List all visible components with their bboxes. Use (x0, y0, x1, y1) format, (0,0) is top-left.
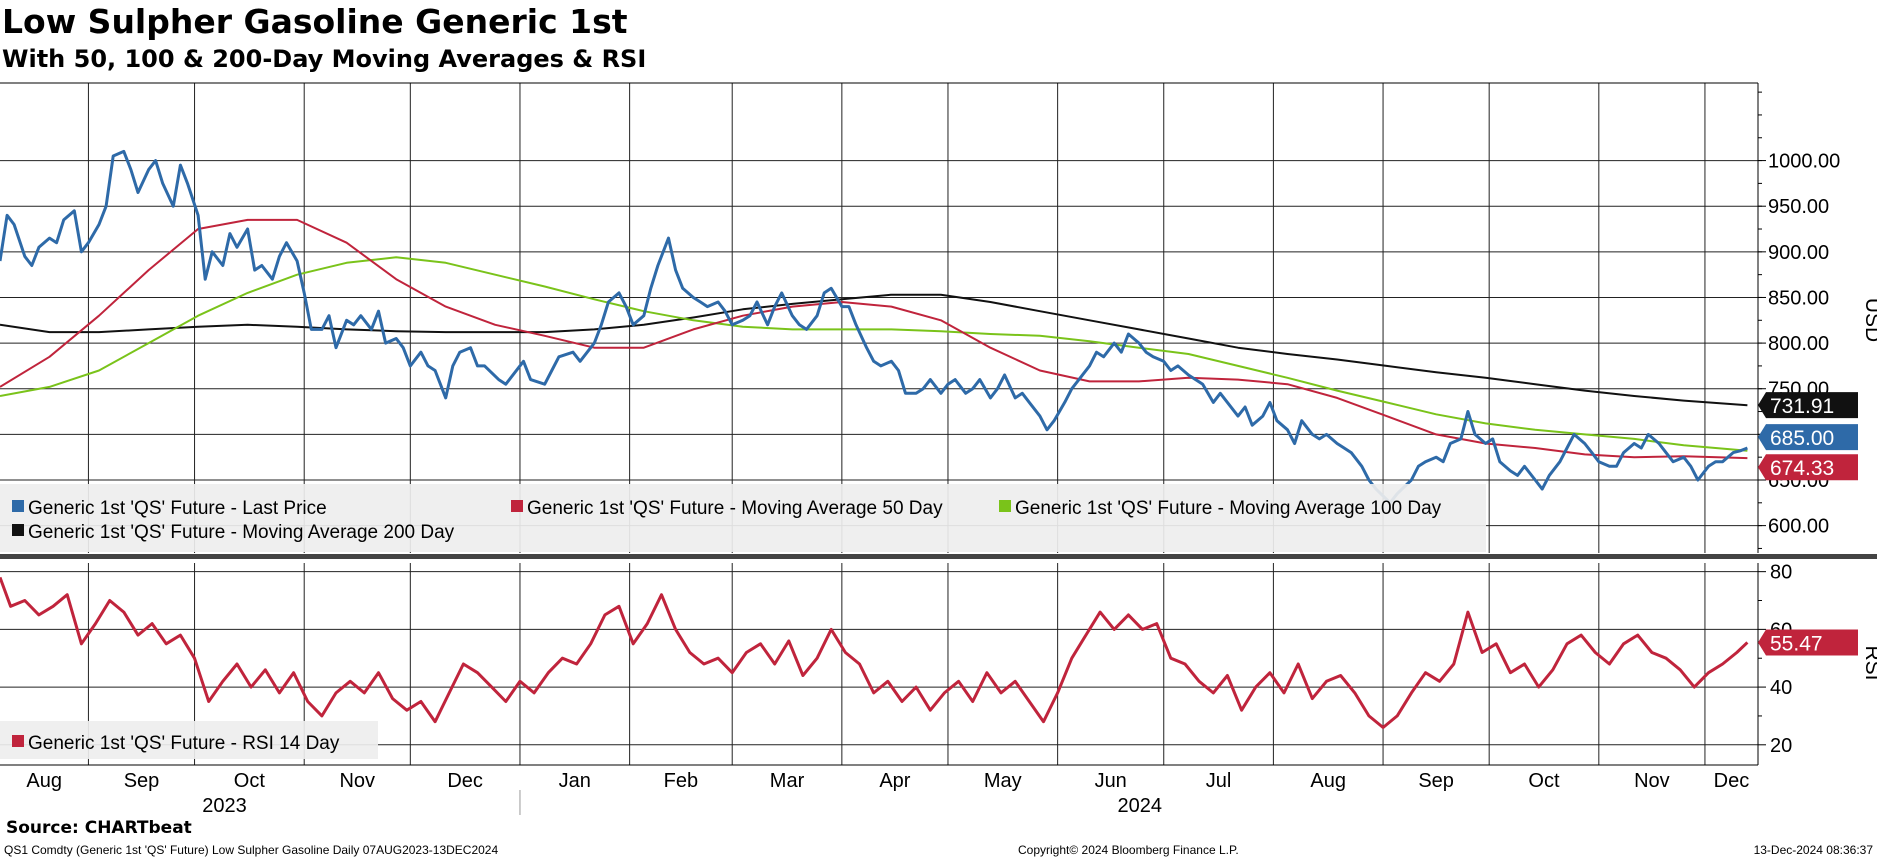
ma200-last-value-text: 731.91 (1770, 395, 1834, 418)
chart-title: Low Sulpher Gasoline Generic 1st (2, 2, 628, 41)
rsi-line (0, 576, 1749, 729)
ma200-line (0, 293, 1748, 407)
x-month-label: Feb (664, 770, 698, 792)
x-month-label: Dec (1714, 770, 1750, 792)
legend-ma100-swatch (999, 500, 1011, 512)
legend-ma50-label: Generic 1st 'QS' Future - Moving Average… (527, 498, 943, 519)
legend-ma50-swatch (511, 500, 523, 512)
rsi-last-value-text: 55.47 (1770, 632, 1823, 655)
x-month-label: Nov (1634, 770, 1670, 792)
footer-description: QS1 Comdty (Generic 1st 'QS' Future) Low… (4, 843, 499, 857)
legend-ma200-label: Generic 1st 'QS' Future - Moving Average… (28, 522, 455, 543)
x-month-label: Sep (1418, 770, 1454, 792)
source-label: Source: CHARTbeat (6, 818, 192, 838)
rsi-tick-label: 40 (1770, 677, 1792, 699)
price-tick-label: 950.00 (1768, 196, 1829, 218)
ma200-last-value-bg (1758, 392, 1858, 419)
ma50-last-value-text: 674.33 (1770, 457, 1834, 480)
price-tick-label: 850.00 (1768, 287, 1829, 309)
price-line (0, 149, 1748, 505)
rsi-legend-bg (0, 721, 378, 759)
ma50-line (0, 218, 1748, 460)
x-month-label: Aug (1310, 770, 1346, 792)
price-tick-label: 800.00 (1768, 333, 1829, 355)
x-month-label: Dec (447, 770, 483, 792)
panel-divider (0, 554, 1877, 559)
x-month-label: Jun (1095, 770, 1127, 792)
price-axis-label: USD (1861, 298, 1877, 342)
x-month-label: Apr (879, 770, 910, 792)
price-tick-label: 1000.00 (1768, 151, 1840, 173)
legend-ma100-label: Generic 1st 'QS' Future - Moving Average… (1015, 498, 1442, 519)
x-month-label: Nov (339, 770, 375, 792)
x-month-label: Jan (559, 770, 591, 792)
x-month-label: Jul (1206, 770, 1232, 792)
legend-ma200-swatch (12, 524, 24, 536)
x-month-label: May (984, 770, 1022, 792)
price-last-value-text: 685.00 (1770, 427, 1834, 450)
rsi-tick-label: 80 (1770, 562, 1792, 584)
price-tick-label: 900.00 (1768, 242, 1829, 264)
rsi-axis-label: RSI (1861, 645, 1877, 680)
rsi-last-value-bg (1758, 629, 1858, 656)
x-month-label: Sep (124, 770, 160, 792)
x-month-label: Oct (234, 770, 266, 792)
rsi-tick-label: 20 (1770, 735, 1792, 757)
price-last-value-bg (1758, 424, 1858, 451)
x-year-label: 2024 (1117, 795, 1162, 817)
footer-copyright: Copyright© 2024 Bloomberg Finance L.P. (1018, 843, 1239, 857)
legend-rsi-swatch (12, 735, 24, 747)
legend-price-label: Generic 1st 'QS' Future - Last Price (28, 498, 327, 519)
legend-price-swatch (12, 500, 24, 512)
x-month-label: Mar (770, 770, 805, 792)
price-tick-label: 600.00 (1768, 516, 1829, 538)
ma50-last-value-bg (1758, 454, 1858, 481)
x-month-label: Aug (26, 770, 62, 792)
legend-rsi-label: Generic 1st 'QS' Future - RSI 14 Day (28, 733, 340, 754)
x-month-label: Oct (1528, 770, 1560, 792)
ma100-line (0, 256, 1748, 452)
chart-subtitle: With 50, 100 & 200-Day Moving Averages &… (2, 45, 647, 73)
price-legend-bg (0, 484, 1486, 552)
x-year-label: 2023 (202, 795, 247, 817)
footer-timestamp: 13-Dec-2024 08:36:37 (1753, 843, 1873, 857)
